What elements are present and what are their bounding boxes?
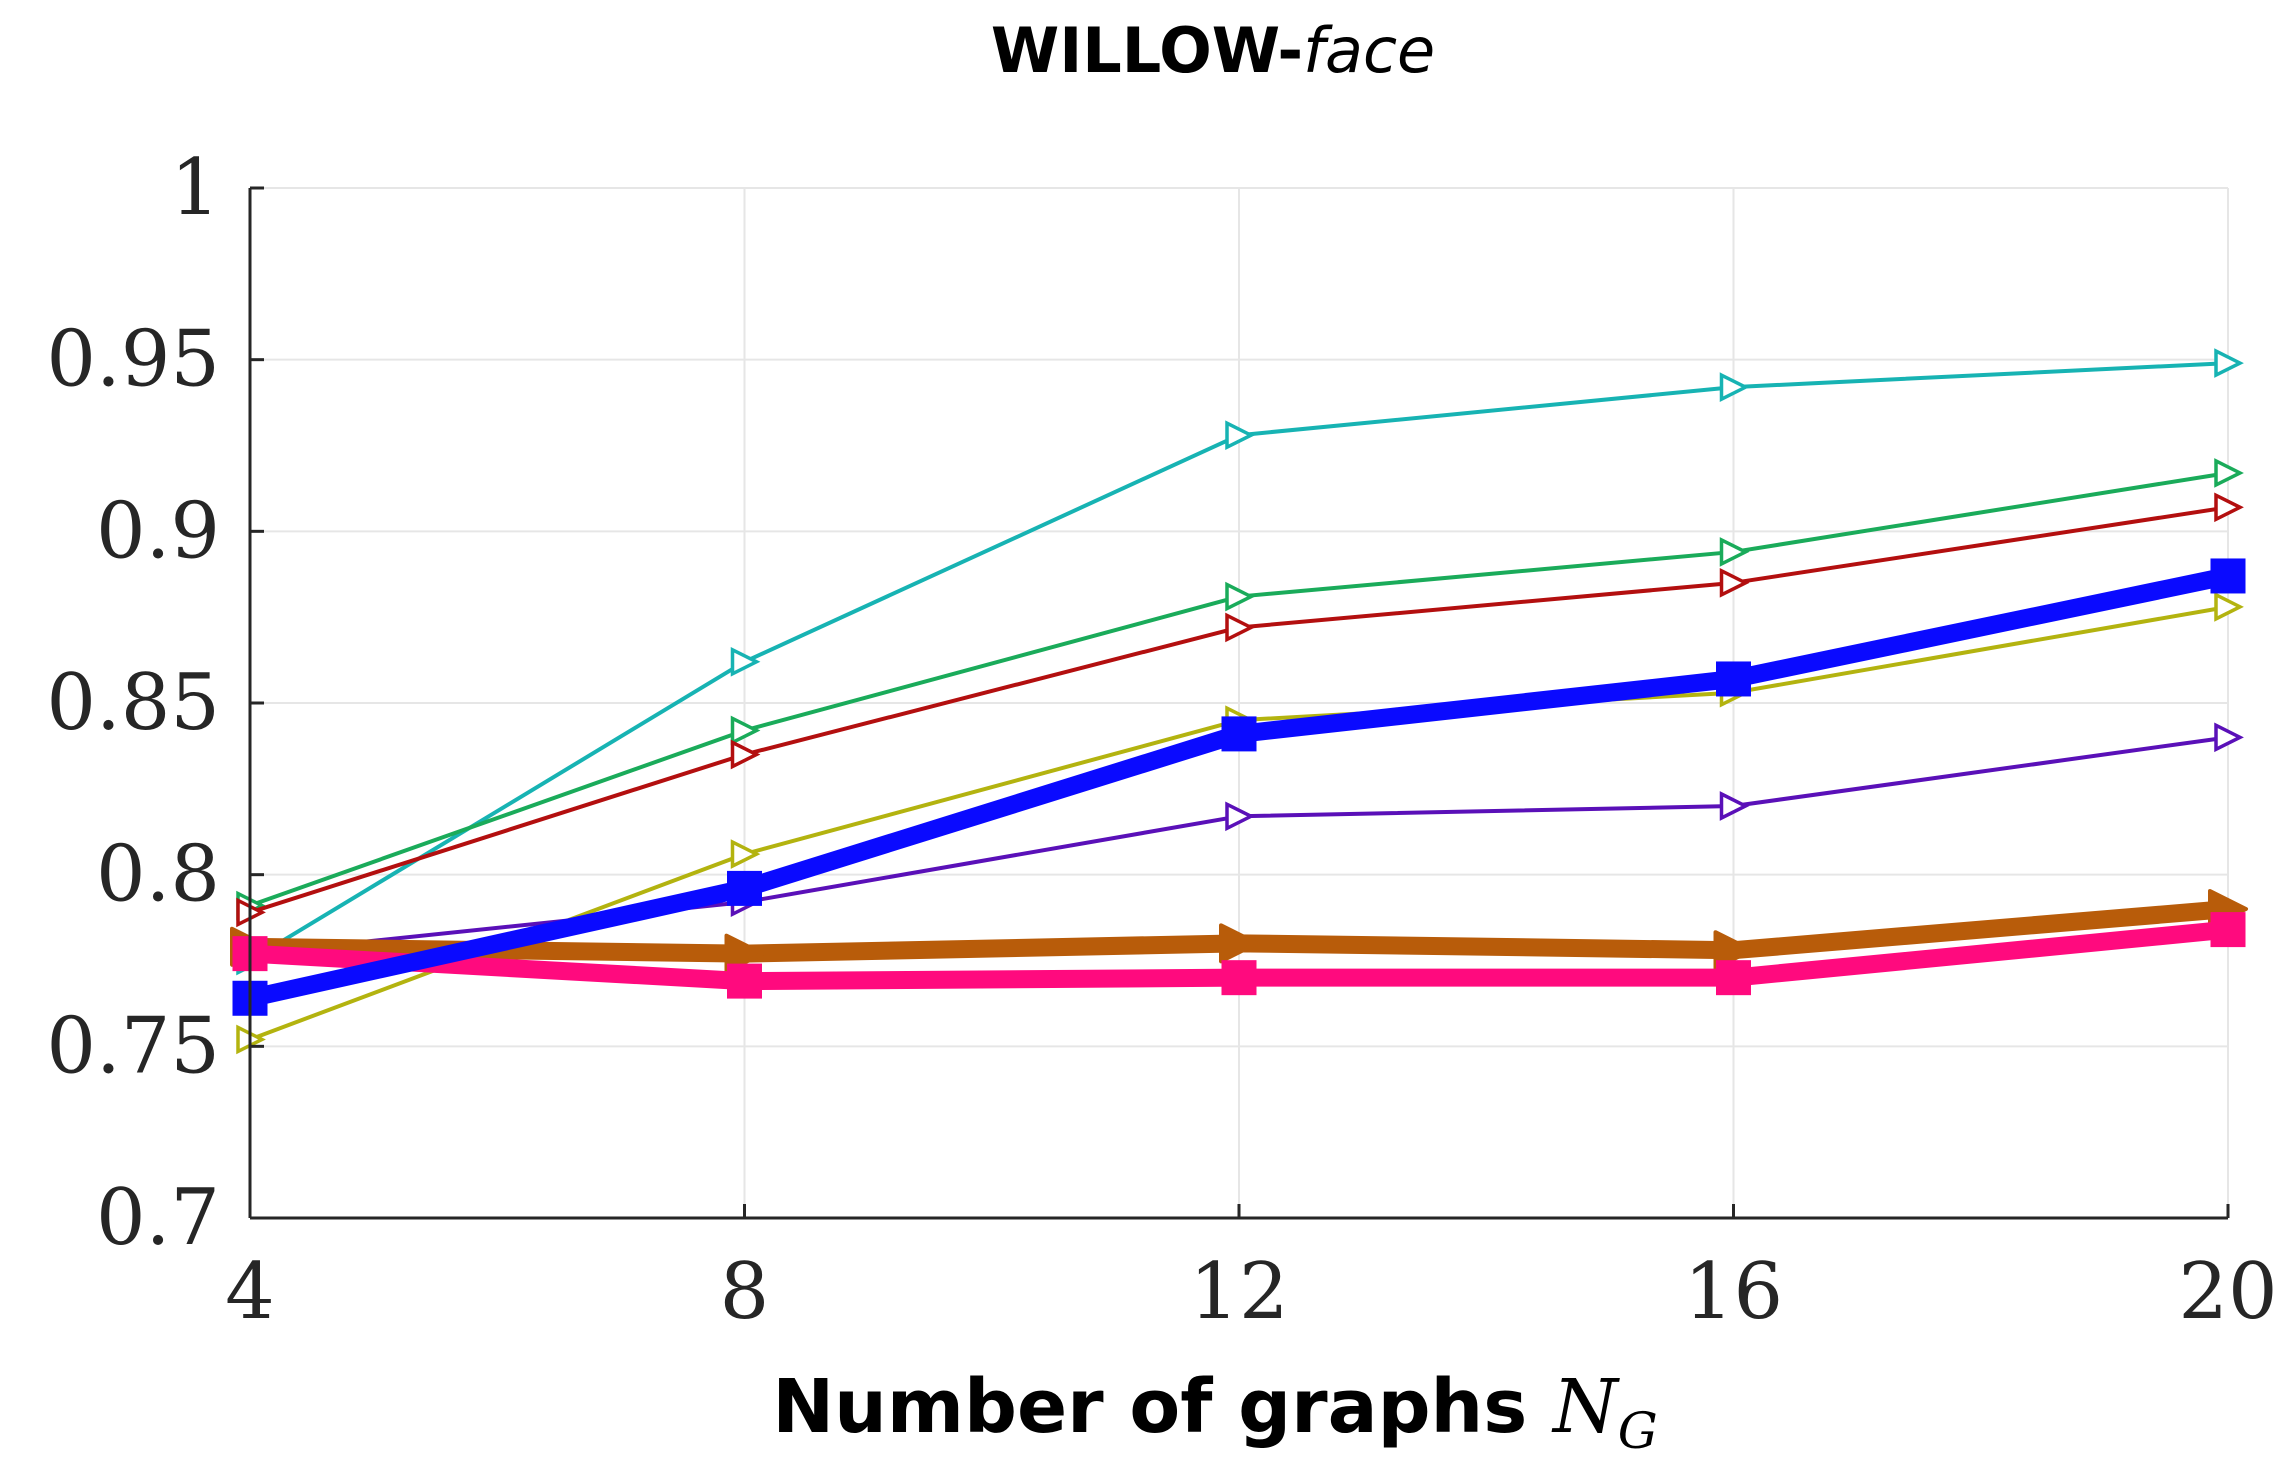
series-green-point-12 (1225, 581, 1255, 612)
x-axis-label-main: Number of graphs (772, 1364, 1553, 1450)
y-tick-label-0.75: 0.75 (46, 1001, 220, 1091)
series-darkred-point-20 (2214, 492, 2244, 523)
y-tick-label-1: 1 (170, 143, 220, 233)
series-darkred-point-12 (1225, 612, 1255, 643)
series-orange-point-8 (724, 933, 765, 974)
chart-title-italic: face (1303, 14, 1435, 87)
x-axis-label-symbol: N (1551, 1364, 1620, 1450)
series-darkred (236, 492, 2244, 928)
x-tick-label-4: 4 (225, 1247, 275, 1337)
series-cyan-point-8 (730, 646, 761, 677)
series-blue-point-16 (1716, 661, 1751, 697)
label-layer: WILLOW-face Number of graphs NG (772, 14, 1658, 1460)
y-tick-label-0.95: 0.95 (46, 315, 220, 405)
series-olive-point-20 (2214, 592, 2244, 622)
x-tick-label-8: 8 (720, 1247, 770, 1337)
series-layer (230, 348, 2248, 1055)
x-tick-label-16: 16 (1684, 1247, 1783, 1337)
x-tick-label-20: 20 (2178, 1247, 2277, 1337)
series-orange-point-16 (1713, 930, 1754, 971)
series-darkred-point-8 (730, 739, 761, 770)
series-green-point-8 (730, 715, 761, 746)
series-olive-point-8 (730, 839, 761, 869)
x-axis-label: Number of graphs NG (772, 1364, 1658, 1460)
series-orange-point-12 (1219, 923, 1259, 964)
series-magenta-point-12 (1221, 960, 1257, 996)
series-cyan-point-12 (1225, 420, 1255, 451)
y-tick-label-0.7: 0.7 (96, 1173, 220, 1263)
series-blue-point-8 (727, 870, 762, 906)
series-blue-point-12 (1221, 716, 1257, 752)
series-magenta-point-20 (2210, 912, 2246, 948)
series-magenta-point-16 (1716, 960, 1751, 996)
series-green (236, 458, 2244, 921)
y-tick-label-0.8: 0.8 (96, 830, 220, 920)
series-magenta (232, 912, 2246, 999)
series-magenta-point-8 (727, 963, 762, 999)
series-cyan-point-20 (2214, 348, 2244, 378)
grid-layer (249, 187, 2229, 1219)
series-green-point-20 (2214, 458, 2244, 488)
series-darkred-point-16 (1719, 568, 1750, 598)
axis-layer: 4 8 12 16 20 0.7 0.75 0.8 0.85 0.9 0.95 1 (46, 143, 2277, 1337)
y-tick-label-0.9: 0.9 (96, 486, 220, 576)
series-cyan-point-16 (1719, 372, 1750, 402)
x-tick-label-12: 12 (1189, 1247, 1288, 1337)
series-purple-point-20 (2214, 722, 2244, 753)
chart-title-main: WILLOW- (991, 14, 1303, 87)
series-purple-point-16 (1719, 791, 1750, 821)
y-tick-label-0.85: 0.85 (46, 658, 220, 748)
series-blue-point-20 (2210, 558, 2246, 594)
series-green-point-16 (1719, 537, 1750, 567)
chart-title: WILLOW-face (991, 14, 1435, 87)
series-purple-point-12 (1225, 801, 1255, 832)
x-axis-label-subscript: G (1618, 1402, 1658, 1460)
